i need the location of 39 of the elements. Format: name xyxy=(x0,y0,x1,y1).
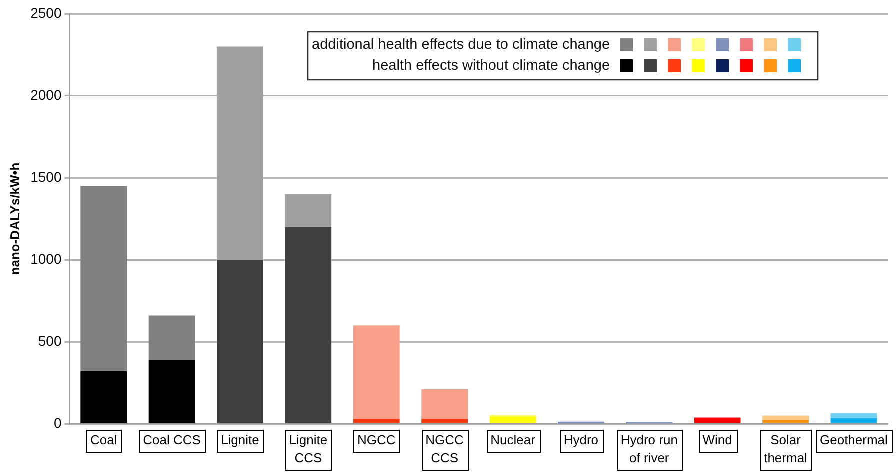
bar xyxy=(217,46,264,260)
bar xyxy=(148,316,196,360)
bar xyxy=(762,416,809,420)
legend-label: health effects without climate change xyxy=(372,58,610,74)
bar xyxy=(830,413,878,418)
bar xyxy=(490,416,536,424)
x-tick-label: NGCC CCS xyxy=(426,432,464,466)
x-tick-label: Hydro run of river xyxy=(620,432,678,466)
x-tick-label: Solar thermal xyxy=(764,432,808,466)
bar xyxy=(422,390,468,420)
bar xyxy=(353,326,400,420)
bar xyxy=(217,260,264,424)
x-tick-label: NGCC xyxy=(357,432,396,448)
bar xyxy=(830,418,878,424)
legend-label: additional health effects due to climate change xyxy=(312,37,610,53)
x-tick-label: Lignite CCS xyxy=(289,432,328,466)
y-tick-label: 500 xyxy=(38,332,62,349)
bar xyxy=(422,419,468,424)
bar xyxy=(285,227,332,424)
bar xyxy=(148,360,196,424)
y-axis-title: nano-DALYs/kW•h xyxy=(7,162,22,276)
bar xyxy=(285,194,332,228)
x-tick-label: Nuclear xyxy=(490,432,536,448)
y-tick-label: 1500 xyxy=(30,168,62,185)
bar xyxy=(80,372,128,424)
y-tick-label: 0 xyxy=(54,414,62,431)
bar xyxy=(762,420,809,424)
x-tick-label: Lignite xyxy=(221,432,260,448)
x-tick-label: Wind xyxy=(702,432,732,448)
x-tick-label: Hydro xyxy=(564,432,599,448)
y-tick-label: 1000 xyxy=(30,250,62,267)
x-tick-label: Coal CCS xyxy=(143,432,202,448)
x-tick-label: Coal xyxy=(90,432,118,448)
y-tick-label: 2000 xyxy=(30,86,62,103)
bar xyxy=(353,419,400,424)
y-tick-label: 2500 xyxy=(30,4,62,21)
x-tick-label: Geothermal xyxy=(820,432,888,448)
bar xyxy=(80,186,128,372)
bar xyxy=(694,418,741,424)
